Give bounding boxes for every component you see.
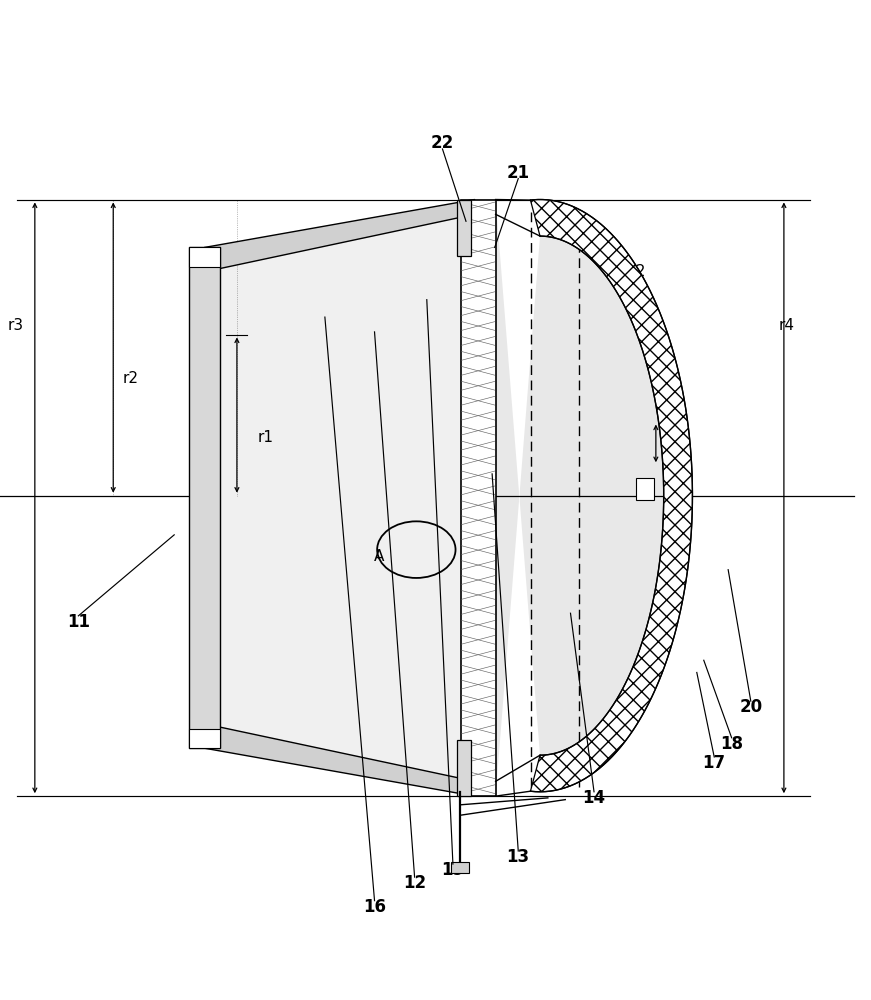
Polygon shape: [205, 214, 475, 781]
Text: 19: 19: [442, 861, 464, 879]
Text: 21: 21: [507, 164, 530, 182]
Text: 13: 13: [507, 848, 530, 866]
Bar: [457, 200, 471, 256]
Text: 11: 11: [67, 613, 90, 631]
Bar: [189, 729, 220, 748]
Text: r1: r1: [258, 430, 273, 445]
Polygon shape: [205, 724, 475, 796]
Text: 18: 18: [720, 735, 743, 753]
Bar: [189, 247, 220, 748]
Text: 12: 12: [403, 874, 426, 892]
Polygon shape: [530, 200, 692, 792]
Bar: [189, 247, 220, 267]
Bar: [637, 478, 654, 500]
Bar: [451, 862, 469, 873]
Text: 20: 20: [739, 698, 762, 716]
Text: r4: r4: [779, 318, 794, 333]
Text: r3: r3: [8, 318, 24, 333]
Text: d2: d2: [626, 264, 645, 279]
Text: 22: 22: [431, 134, 454, 152]
Polygon shape: [496, 200, 664, 796]
Text: A: A: [374, 549, 384, 564]
Text: r2: r2: [123, 371, 138, 386]
Bar: [457, 740, 471, 796]
Text: 17: 17: [703, 754, 726, 772]
Polygon shape: [205, 200, 475, 272]
Text: 16: 16: [363, 898, 386, 916]
Text: 14: 14: [583, 789, 605, 807]
Bar: [461, 200, 496, 796]
